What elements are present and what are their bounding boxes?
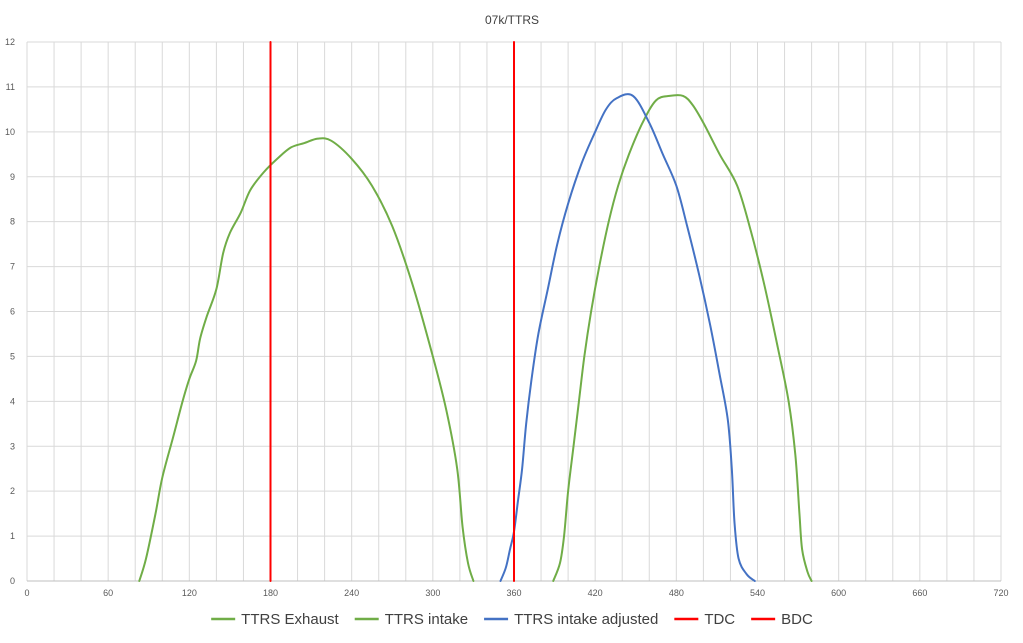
x-tick-label: 540 bbox=[750, 588, 765, 598]
series-line-ttrs-exhaust bbox=[138, 137, 475, 582]
legend-item-tdc: TDC bbox=[674, 611, 735, 628]
x-tick-label: 660 bbox=[912, 588, 927, 598]
x-tick-label: 120 bbox=[182, 588, 197, 598]
legend-item-ttrs-exhaust: TTRS Exhaust bbox=[211, 611, 340, 628]
legend-label: TTRS intake bbox=[385, 611, 468, 628]
x-tick-label: 720 bbox=[993, 588, 1008, 598]
y-tick-label: 5 bbox=[10, 351, 15, 361]
x-tick-label: 180 bbox=[263, 588, 278, 598]
legend-label: TDC bbox=[704, 611, 735, 628]
legend-item-bdc: BDC bbox=[751, 611, 813, 628]
x-tick-label: 600 bbox=[831, 588, 846, 598]
legend-item-ttrs-intake: TTRS intake bbox=[354, 611, 468, 628]
x-tick-label: 420 bbox=[588, 588, 603, 598]
y-tick-label: 8 bbox=[10, 217, 15, 227]
x-tick-label: 360 bbox=[506, 588, 521, 598]
x-axis-ticks: 0 60 120 180 240 300 360 420 480 540 600 660 720 bbox=[24, 588, 1008, 598]
legend-item-ttrs-intake-adjusted: TTRS intake adjusted bbox=[484, 611, 658, 628]
series-line-ttrs-intake bbox=[552, 94, 813, 582]
series-line-ttrs-intake-adjusted bbox=[499, 93, 756, 582]
y-tick-label: 11 bbox=[6, 82, 15, 92]
y-tick-label: 10 bbox=[5, 127, 15, 137]
x-tick-label: 480 bbox=[669, 588, 684, 598]
legend-label: BDC bbox=[781, 611, 813, 628]
x-tick-label: 300 bbox=[425, 588, 440, 598]
y-tick-label: 9 bbox=[10, 172, 15, 182]
legend-label: TTRS Exhaust bbox=[241, 611, 339, 628]
x-tick-label: 60 bbox=[103, 588, 113, 598]
y-tick-label: 6 bbox=[10, 307, 15, 317]
y-tick-label: 7 bbox=[10, 262, 15, 272]
y-tick-label: 4 bbox=[10, 396, 15, 406]
y-tick-label: 2 bbox=[10, 486, 15, 496]
x-tick-label: 240 bbox=[344, 588, 359, 598]
chart-title: 07k/TTRS bbox=[485, 13, 539, 27]
y-tick-label: 12 bbox=[5, 37, 15, 47]
legend-label: TTRS intake adjusted bbox=[514, 611, 658, 628]
y-tick-label: 3 bbox=[10, 441, 15, 451]
legend: TTRS Exhaust TTRS intake TTRS intake adjus… bbox=[211, 611, 813, 628]
y-tick-label: 0 bbox=[10, 576, 15, 586]
series-lines bbox=[138, 41, 813, 582]
y-tick-label: 1 bbox=[10, 531, 15, 541]
x-tick-label: 0 bbox=[24, 588, 29, 598]
